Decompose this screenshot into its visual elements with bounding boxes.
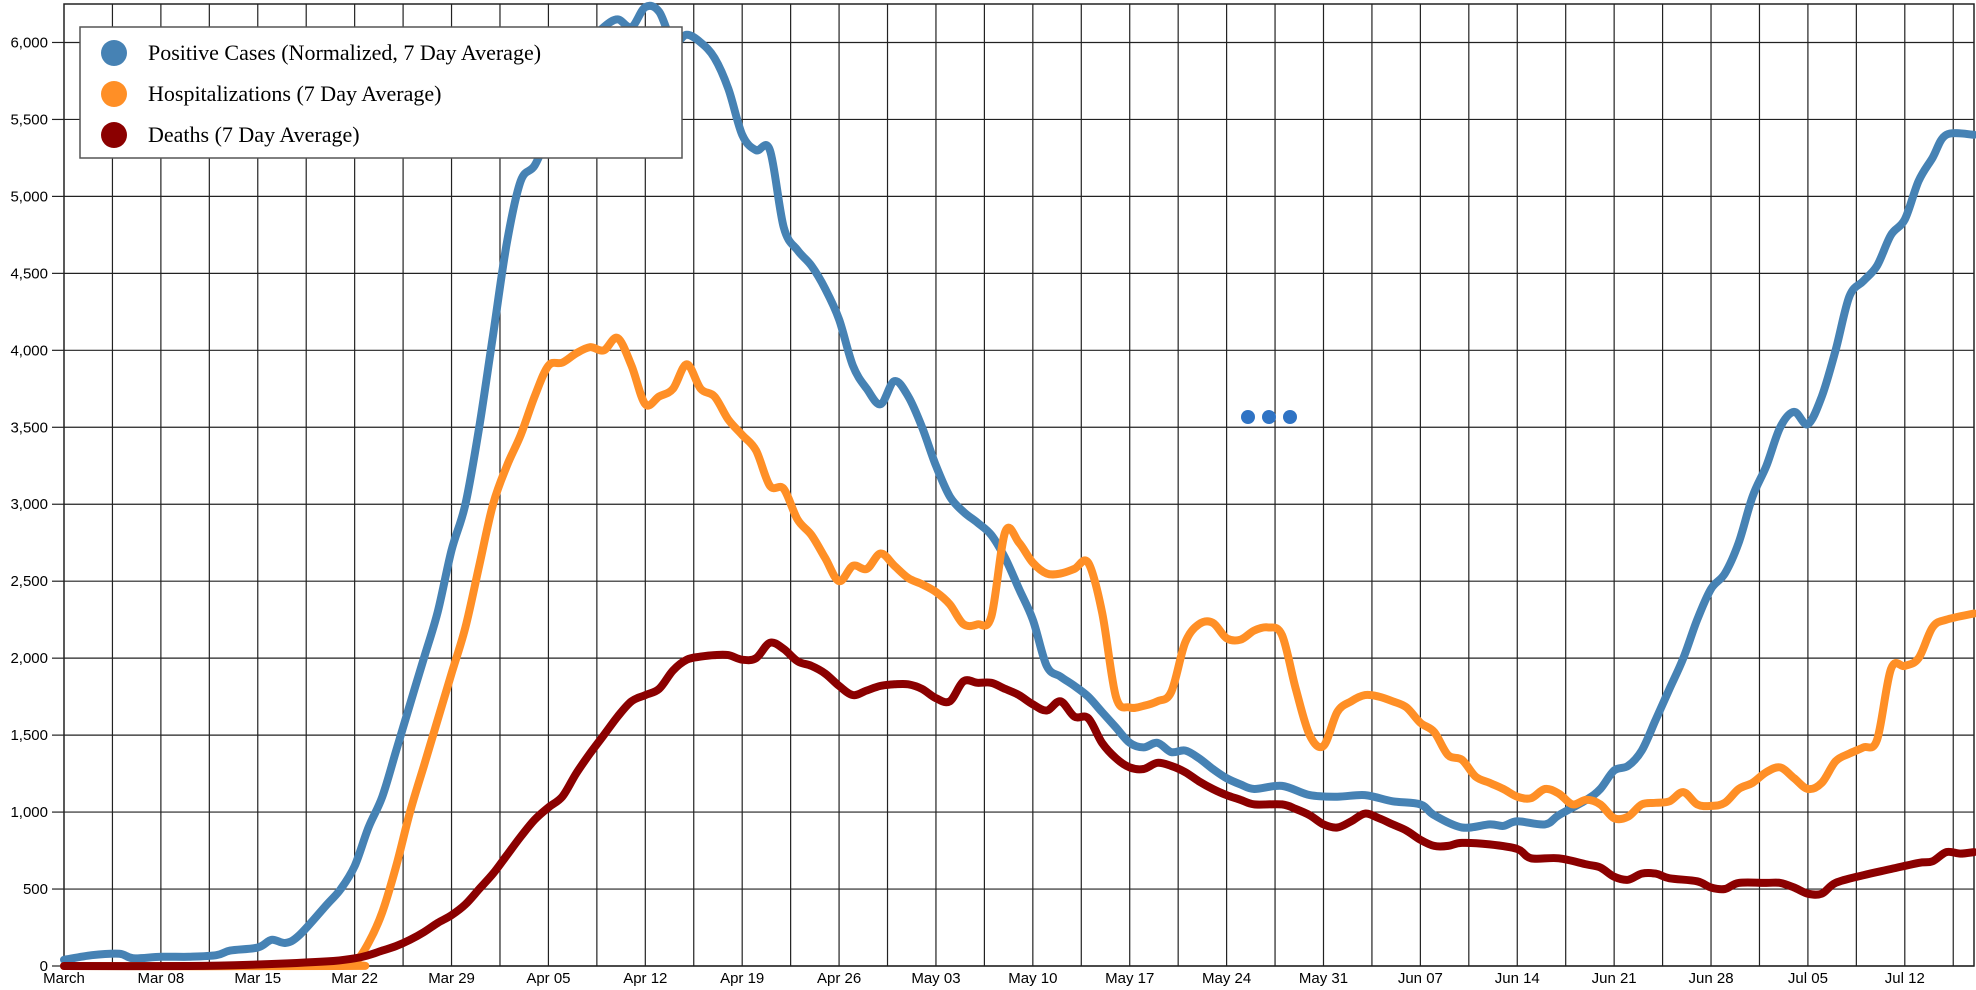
- legend-swatch-positive-cases: [101, 40, 127, 66]
- x-tick-label: March: [43, 970, 85, 987]
- y-tick-label: 3,500: [10, 419, 48, 436]
- y-tick-label: 6,000: [10, 34, 48, 51]
- x-axis-ticks: March Mar 08 Mar 15 Mar 22 Mar 29 Apr 05 Apr 1…: [43, 970, 1925, 987]
- y-tick-label: 0: [40, 958, 48, 975]
- series-line-deaths: [60, 638, 1976, 971]
- x-tick-label: Mar 08: [138, 970, 185, 987]
- y-tick-label: 1,000: [10, 804, 48, 821]
- x-tick-label: Jun 28: [1689, 970, 1734, 987]
- loading-dot: [1262, 410, 1276, 424]
- x-tick-label: Apr 19: [720, 970, 764, 987]
- y-tick-label: 4,000: [10, 342, 48, 359]
- x-tick-label: Jun 21: [1592, 970, 1637, 987]
- legend-swatch-deaths: [101, 122, 127, 148]
- x-tick-label: May 03: [911, 970, 960, 987]
- x-tick-label: Apr 12: [623, 970, 667, 987]
- x-tick-label: Mar 29: [428, 970, 475, 987]
- legend-label-deaths: Deaths (7 Day Average): [148, 122, 360, 147]
- x-tick-label: Apr 05: [526, 970, 570, 987]
- x-tick-label: Jun 14: [1495, 970, 1540, 987]
- series-line-positive-cases: [60, 1, 1976, 964]
- loading-dot: [1241, 410, 1255, 424]
- x-tick-label: Apr 26: [817, 970, 861, 987]
- x-tick-label: Mar 22: [331, 970, 378, 987]
- y-tick-label: 500: [23, 881, 48, 898]
- x-tick-label: Jul 05: [1788, 970, 1828, 987]
- x-tick-label: May 31: [1299, 970, 1348, 987]
- series-line-hospitalizations: [60, 333, 1976, 971]
- loading-indicator-icon: [1241, 410, 1297, 424]
- legend: Positive Cases (Normalized, 7 Day Averag…: [79, 26, 683, 159]
- y-tick-label: 5,000: [10, 188, 48, 205]
- legend-swatch-hospitalizations: [101, 81, 127, 107]
- y-tick-label: 3,000: [10, 496, 48, 513]
- y-tick-label: 5,500: [10, 111, 48, 128]
- y-tick-label: 1,500: [10, 727, 48, 744]
- y-tick-label: 2,500: [10, 573, 48, 590]
- legend-box: [79, 26, 683, 159]
- y-axis-ticks: 0 500 1,000 1,500 2,000 2,500 3,000 3,500 4,000 4…: [10, 34, 64, 975]
- x-tick-label: May 17: [1105, 970, 1154, 987]
- x-tick-label: May 24: [1202, 970, 1251, 987]
- x-tick-label: Mar 15: [234, 970, 281, 987]
- y-tick-label: 2,000: [10, 650, 48, 667]
- legend-label-hospitalizations: Hospitalizations (7 Day Average): [148, 81, 441, 106]
- series-lines: [60, 1, 1976, 971]
- legend-label-positive-cases: Positive Cases (Normalized, 7 Day Averag…: [148, 40, 541, 65]
- loading-dot: [1283, 410, 1297, 424]
- y-tick-label: 4,500: [10, 265, 48, 282]
- x-tick-label: Jun 07: [1398, 970, 1443, 987]
- x-tick-label: Jul 12: [1885, 970, 1925, 987]
- x-tick-label: May 10: [1008, 970, 1057, 987]
